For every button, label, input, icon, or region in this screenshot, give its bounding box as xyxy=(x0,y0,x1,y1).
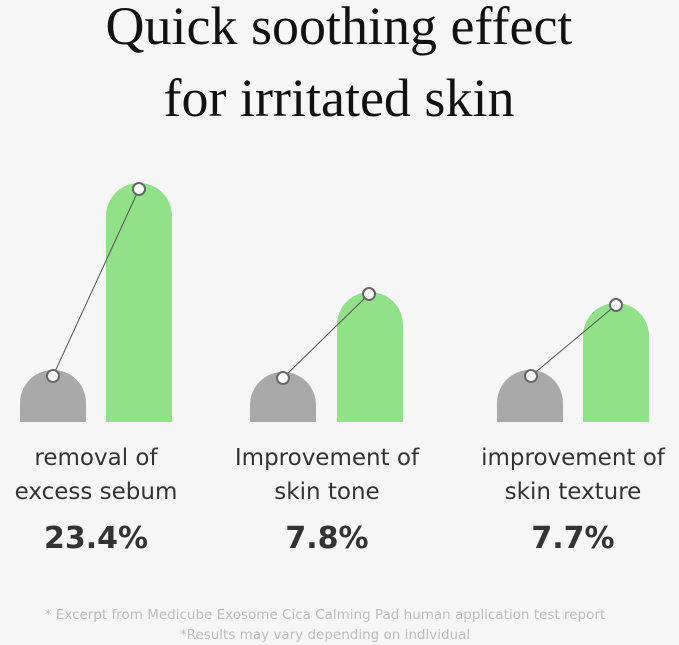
before-bar xyxy=(250,372,316,422)
group-value: 7.7% xyxy=(531,521,614,556)
marker xyxy=(46,369,60,383)
connector xyxy=(530,304,617,377)
after-bar xyxy=(337,292,403,422)
after-bar xyxy=(106,183,172,422)
group-label: skin tone xyxy=(274,479,379,505)
group-value: 23.4% xyxy=(44,521,148,556)
before-bar xyxy=(20,370,86,422)
marker xyxy=(362,287,376,301)
footnote: * Excerpt from Medicube Exosome Cica Cal… xyxy=(45,607,605,623)
connector xyxy=(282,293,370,379)
group-label: improvement of xyxy=(481,445,666,471)
marker xyxy=(132,182,146,196)
group-value: 7.8% xyxy=(285,521,368,556)
before-bar xyxy=(497,370,563,422)
marker xyxy=(524,369,538,383)
group-label: Improvement of xyxy=(235,445,420,471)
group-label: removal of xyxy=(34,445,158,471)
footnote: *Results may vary depending on individua… xyxy=(180,627,470,643)
marker xyxy=(609,298,623,312)
group-label: skin texture xyxy=(505,479,642,505)
after-bar xyxy=(583,303,649,422)
connector xyxy=(52,188,140,377)
title-line: Quick soothing effect xyxy=(106,0,573,56)
group-label: excess sebum xyxy=(15,479,178,505)
title-line: for irritated skin xyxy=(164,68,515,128)
marker xyxy=(276,371,290,385)
